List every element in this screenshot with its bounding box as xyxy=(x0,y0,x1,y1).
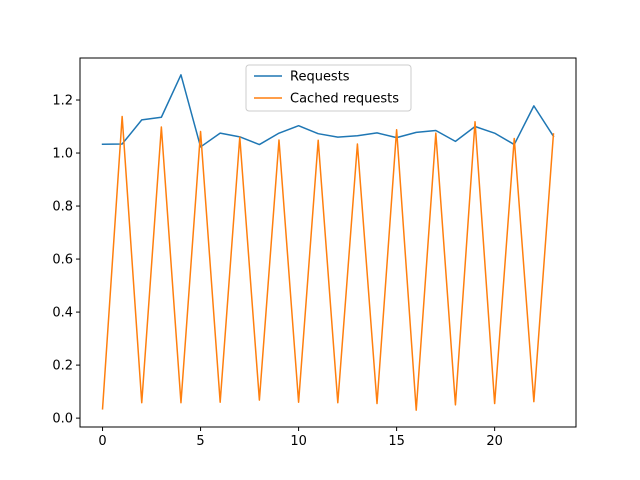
legend-box xyxy=(245,64,412,112)
x-axis: 0 5 10 15 20 xyxy=(98,427,503,449)
series-layer xyxy=(101,74,555,411)
legend-label-cached-requests: Cached requests xyxy=(290,92,399,107)
x-tick-label: 10 xyxy=(290,434,307,449)
series-line-requests xyxy=(101,74,555,148)
x-tick-label: 15 xyxy=(388,434,405,449)
y-tick-label: 0.6 xyxy=(52,253,73,268)
y-tick-label: 0.8 xyxy=(52,200,73,215)
legend-label-requests: Requests xyxy=(290,70,350,85)
axes-frame xyxy=(79,57,577,428)
y-tick-label: 1.2 xyxy=(52,94,73,109)
y-tick-label: 1.0 xyxy=(52,147,73,162)
series-line-cached-requests xyxy=(101,115,555,411)
y-tick-label: 0.2 xyxy=(52,359,73,374)
y-tick-label: 0.4 xyxy=(52,306,73,321)
x-tick-label: 20 xyxy=(486,434,503,449)
y-axis: 0.0 0.2 0.4 0.6 0.8 1.0 1.2 xyxy=(52,94,80,427)
x-tick-label: 0 xyxy=(98,434,106,449)
x-tick-label: 5 xyxy=(196,434,204,449)
legend: Requests Cached requests xyxy=(245,64,412,112)
y-tick-label: 0.0 xyxy=(52,412,73,427)
